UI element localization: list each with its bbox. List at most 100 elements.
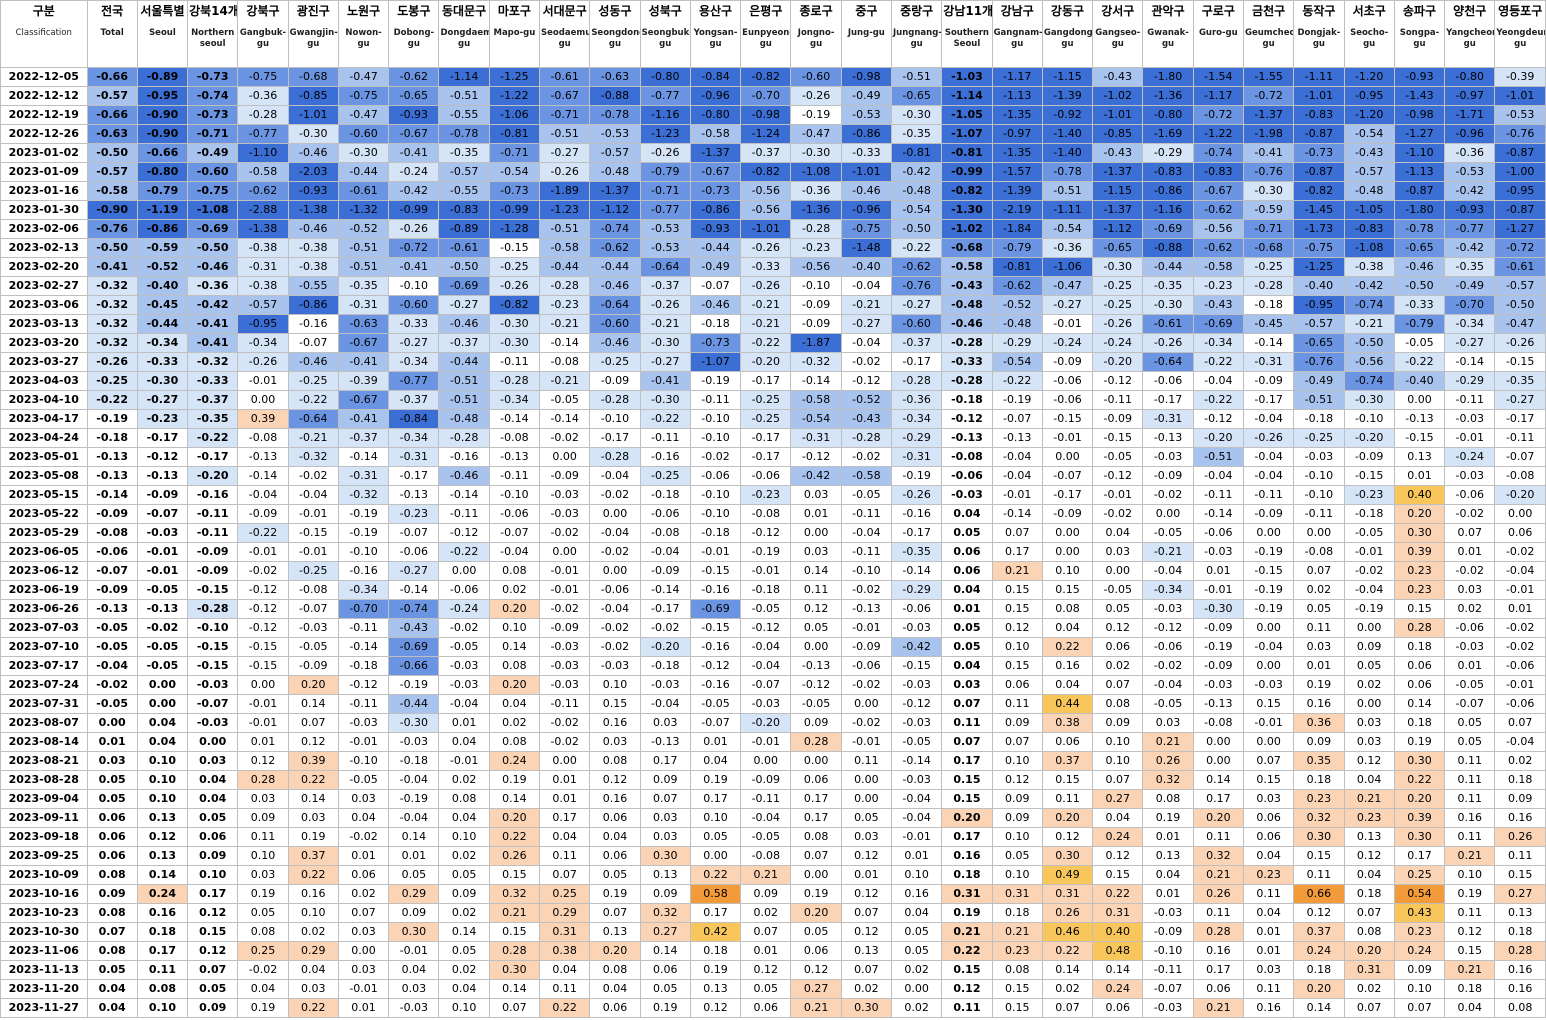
table-cell: -0.01 [539,580,591,600]
table-cell: 0.13 [136,808,189,828]
table-cell: -0.25 [1092,276,1144,296]
table-cell: -0.09 [1092,409,1144,429]
row-date: 2023-01-02 [0,143,88,163]
table-cell: -0.15 [187,580,239,600]
table-cell: -0.89 [438,219,490,239]
table-cell: -0.28 [488,371,541,391]
table-cell: -0.15 [1242,561,1295,581]
table-cell: -0.04 [1192,466,1244,486]
table-cell: -0.96 [840,200,893,220]
table-cell: -0.53 [639,219,691,239]
table-row: 2023-05-08 -0.13 -0.13 -0.20 -0.14 -0.02 -0.31… [0,466,1546,486]
table-cell: 0.09 [1092,713,1144,733]
table-cell: -0.12 [237,580,289,600]
table-cell: -1.25 [1293,257,1345,277]
table-cell: 0.00 [539,542,591,562]
table-cell: -0.62 [1192,238,1244,258]
table-cell: -1.23 [639,124,691,144]
table-cell: -0.12 [1092,371,1144,391]
table-cell: -0.26 [639,143,691,163]
table-cell: -1.10 [1393,143,1446,163]
table-cell: 0.00 [1242,523,1295,543]
table-cell: 0.08 [86,941,138,961]
column-header-english: Mapo-gu [493,28,536,38]
column-header: 금천구Geumcheon-gu [1242,0,1295,68]
table-cell: -0.37 [639,276,691,296]
table-cell: -0.27 [539,143,591,163]
table-cell: -0.26 [488,276,541,296]
table-cell: -0.76 [86,219,138,239]
column-header-korean: 강남11개 [943,5,992,18]
table-cell: 0.09 [991,713,1043,733]
table-cell: -0.11 [1494,428,1546,448]
table-cell: -1.22 [488,86,541,106]
table-cell: -0.56 [1192,219,1244,239]
table-cell: -0.37 [740,143,792,163]
table-cell: 0.03 [337,922,390,942]
table-cell: 0.06 [1092,637,1144,657]
table-cell: -0.77 [1444,219,1496,239]
table-cell: -0.04 [438,694,490,714]
table-cell: -0.95 [1494,181,1546,201]
table-cell: -0.74 [1343,371,1395,391]
table-cell: 0.05 [1293,599,1345,619]
table-cell: 0.18 [1494,922,1546,942]
table-cell: -0.30 [287,124,339,144]
table-cell: 0.11 [840,751,893,771]
table-row: 2023-06-26 -0.13 -0.13 -0.28 -0.12 -0.07 -0.70… [0,599,1546,619]
table-cell: -0.01 [1494,580,1546,600]
table-cell: 0.07 [337,903,390,923]
table-cell: -0.09 [287,656,339,676]
table-cell: -0.04 [237,485,289,505]
row-date: 2023-04-03 [0,371,88,391]
table-cell: 0.24 [1092,979,1144,999]
table-cell: 0.09 [991,789,1043,809]
table-cell: -0.53 [1444,162,1496,182]
table-cell: -0.09 [1142,466,1194,486]
table-cell: 0.19 [1393,732,1446,752]
table-cell: 0.04 [136,713,189,733]
table-cell: -0.09 [1343,447,1395,467]
table-cell: -0.03 [890,675,943,695]
table-cell: 0.01 [790,504,842,524]
table-cell: 0.15 [1444,941,1496,961]
table-cell: -0.05 [136,656,189,676]
table-cell: -1.87 [790,333,842,353]
table-cell: -0.82 [740,162,792,182]
table-cell: 0.06 [1041,732,1094,752]
table-cell: 0.21 [1343,789,1395,809]
table-cell: 0.12 [1343,846,1395,866]
table-cell: -0.02 [136,618,189,638]
table-cell: -0.97 [1444,86,1496,106]
table-cell: -0.51 [1192,447,1244,467]
table-cell: 0.12 [1041,827,1094,847]
table-cell: -0.38 [237,276,289,296]
table-cell: -0.17 [1494,409,1546,429]
column-header-english: Songpa-gu [1399,28,1440,49]
table-cell: -0.15 [1494,352,1546,372]
table-cell: -0.38 [287,238,339,258]
table-cell: -0.17 [1242,390,1295,410]
table-cell: 0.00 [790,865,842,885]
table-cell: 0.16 [1192,941,1244,961]
table-cell: 0.11 [1242,884,1295,904]
table-cell: -1.39 [991,181,1043,201]
table-cell: -0.03 [539,675,591,695]
column-header-english: Seocho-gu [1350,28,1389,49]
table-cell: -1.32 [337,200,390,220]
table-cell: 0.07 [790,846,842,866]
table-cell: -0.64 [1142,352,1194,372]
table-cell: -0.44 [589,257,641,277]
table-cell: 0.24 [1092,827,1144,847]
table-cell: 0.37 [1041,751,1094,771]
table-cell: 0.00 [689,846,742,866]
table-cell: -0.18 [639,656,691,676]
table-cell: -0.04 [1494,561,1546,581]
table-cell: 0.22 [941,941,993,961]
column-header: 송파구 Songpa-gu [1393,0,1446,68]
table-cell: -0.04 [991,466,1043,486]
table-cell: -0.47 [337,105,390,125]
table-cell: 0.04 [1092,523,1144,543]
table-cell: -0.36 [1444,143,1496,163]
table-cell: -0.50 [1494,295,1546,315]
